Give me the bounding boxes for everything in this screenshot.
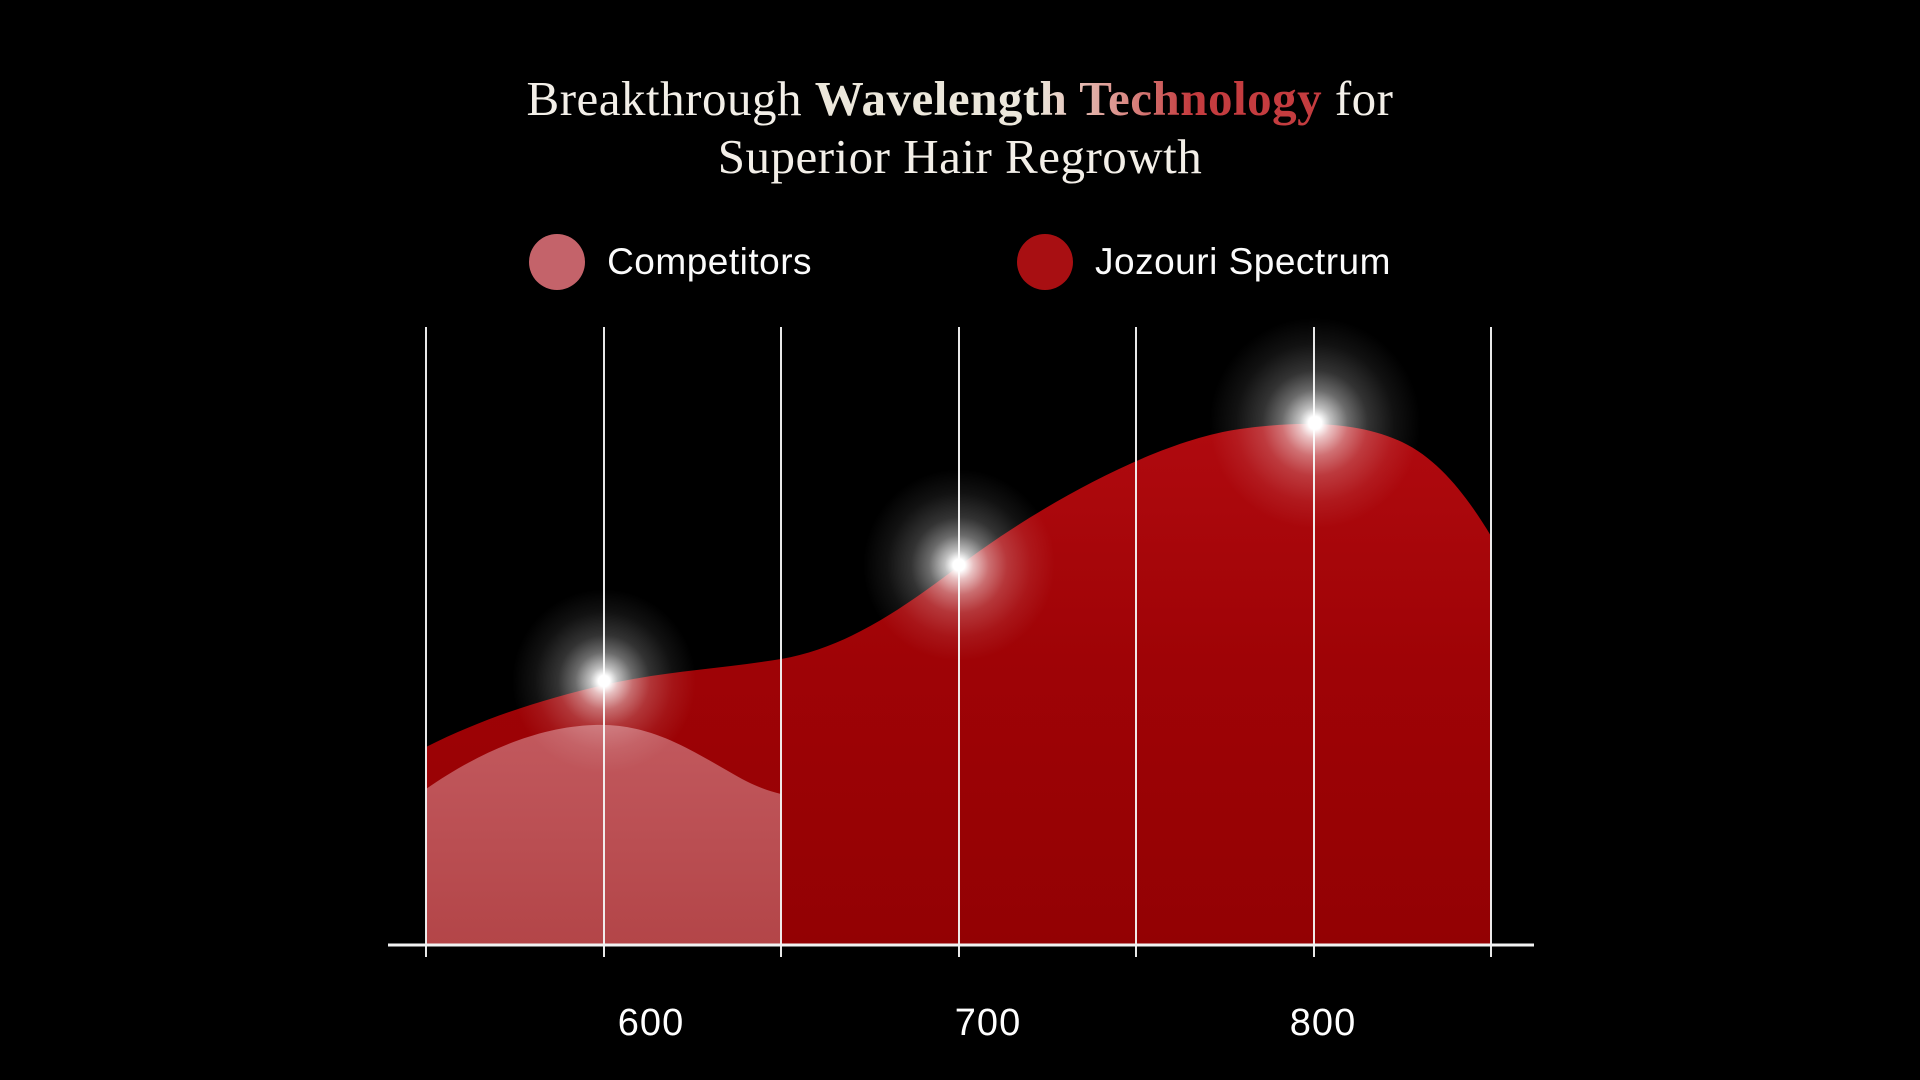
chart-title: Breakthrough Wavelength Technology for S…	[0, 70, 1920, 186]
title-prefix: Breakthrough	[526, 71, 815, 126]
chart-legend: Competitors Jozouri Spectrum	[0, 234, 1920, 290]
title-line-2: Superior Hair Regrowth	[717, 128, 1203, 184]
title-highlight: Wavelength Technology	[814, 71, 1323, 126]
competitors-swatch-icon	[529, 234, 586, 290]
x-axis-label-700: 700	[954, 1002, 1022, 1044]
x-axis-label-800: 800	[1289, 1002, 1357, 1044]
legend-item-jozouri: Jozouri Spectrum	[1017, 234, 1391, 290]
legend-item-competitors: Competitors	[529, 234, 812, 290]
peak-glow-700	[839, 445, 1079, 685]
x-axis-label-600: 600	[617, 1002, 685, 1044]
peak-glow-800	[1183, 291, 1447, 555]
jozouri-swatch-icon	[1017, 234, 1074, 290]
title-suffix: for	[1322, 71, 1394, 126]
peak-glow-600	[489, 566, 719, 796]
legend-label-competitors: Competitors	[607, 241, 813, 282]
legend-label-jozouri: Jozouri Spectrum	[1095, 241, 1391, 282]
title-line-1: Breakthrough Wavelength Technology for	[0, 70, 1920, 128]
